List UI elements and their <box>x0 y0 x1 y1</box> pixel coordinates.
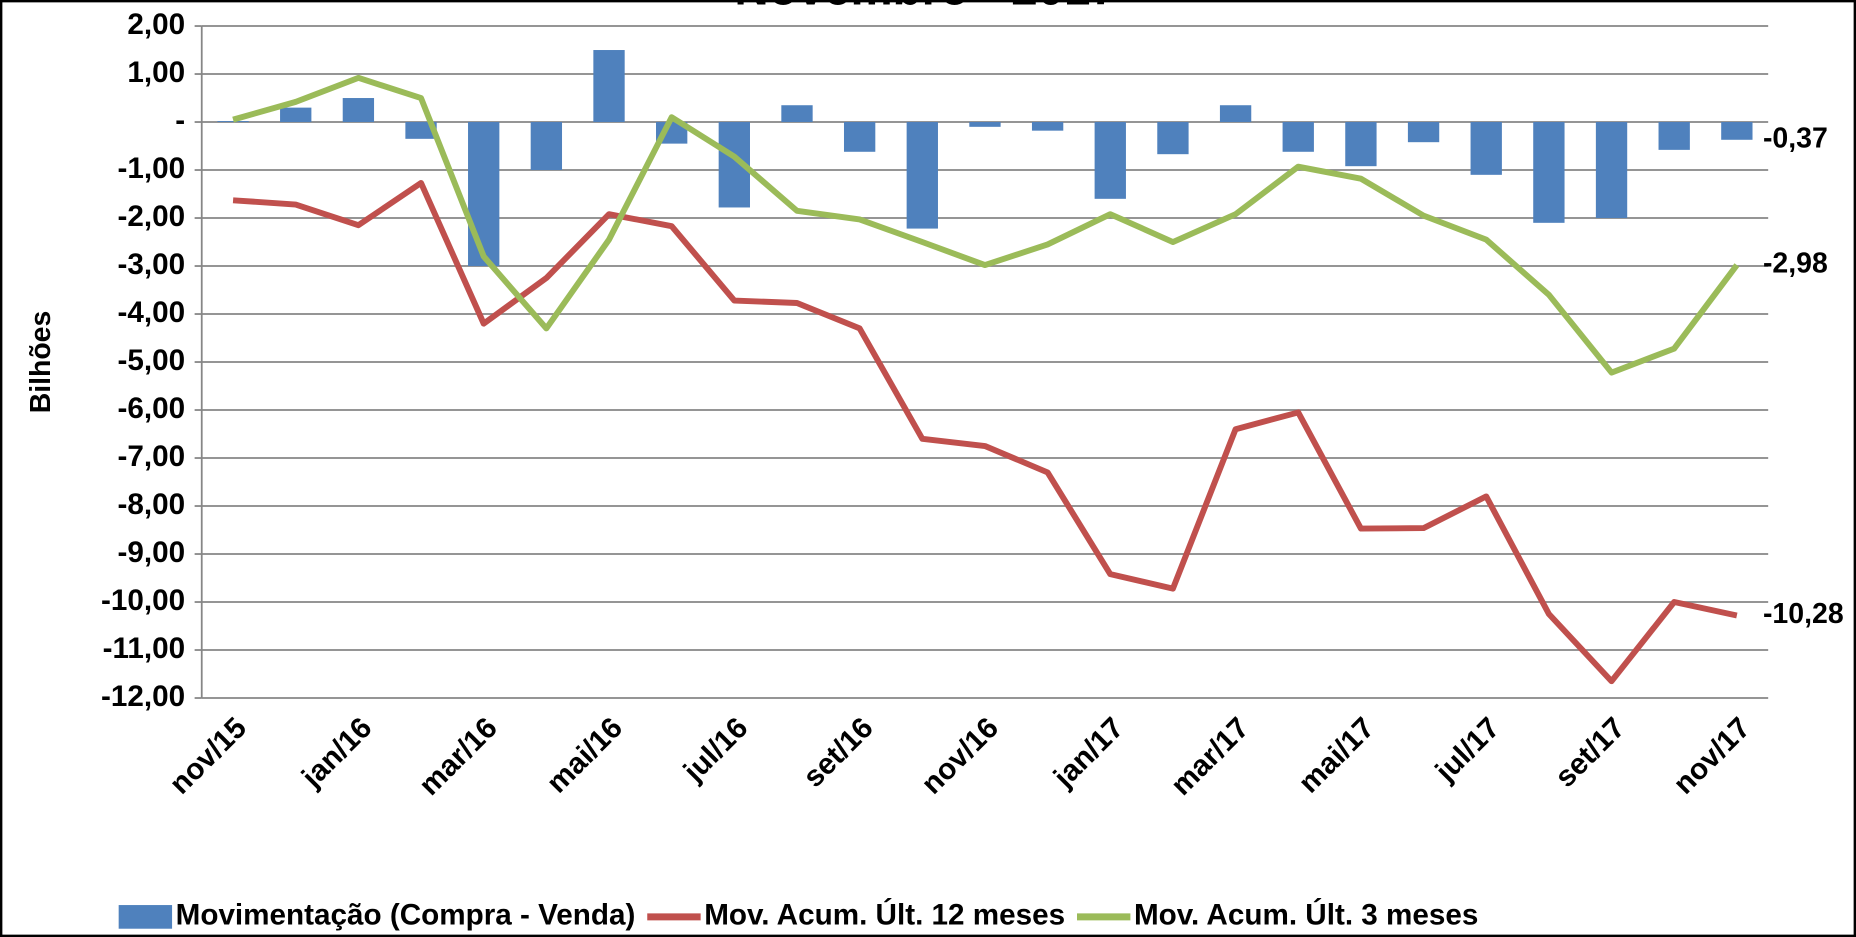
bar <box>1031 122 1064 131</box>
line <box>232 180 1738 685</box>
bar <box>1345 122 1377 167</box>
data-label: -2,98 <box>1763 248 1828 280</box>
bar <box>969 122 1001 127</box>
data-label: -0,37 <box>1763 122 1828 154</box>
legend-swatch <box>118 905 173 929</box>
bar <box>1595 122 1628 219</box>
bar <box>781 105 813 123</box>
y-tick-label: -6,00 <box>118 392 186 425</box>
bar <box>1282 122 1314 152</box>
y-tick-label: -5,00 <box>118 344 186 377</box>
bar <box>280 107 312 123</box>
y-tick-label: -7,00 <box>118 440 186 473</box>
bar <box>1533 122 1565 223</box>
y-tick-label: 2,00 <box>127 8 185 41</box>
bar <box>843 122 876 152</box>
y-tick-label: -8,00 <box>118 488 186 521</box>
y-tick-label: -3,00 <box>118 248 186 281</box>
chart-title: Novembro - 2017 <box>734 0 1116 16</box>
legend-label: Mov. Acum. Últ. 3 meses <box>1134 898 1478 932</box>
y-tick-label: -9,00 <box>118 536 186 569</box>
legend-label: Mov. Acum. Últ. 12 meses <box>704 898 1065 932</box>
y-tick-label: -4,00 <box>118 296 186 329</box>
bar <box>1219 105 1252 123</box>
bar <box>1094 122 1126 199</box>
bar <box>530 122 563 171</box>
y-tick-label: 1,00 <box>127 56 185 89</box>
bar <box>1658 122 1690 150</box>
bar <box>593 50 625 123</box>
bar <box>906 122 938 229</box>
bar <box>1157 122 1189 155</box>
y-tick-label: -1,00 <box>118 152 186 185</box>
y-tick-label: -11,00 <box>103 632 185 665</box>
bar <box>468 122 500 267</box>
bar <box>1470 122 1502 175</box>
y-tick-label: -10,00 <box>101 584 185 617</box>
y-axis-label: Bilhões <box>25 311 57 413</box>
line <box>232 74 1740 376</box>
bar <box>1721 122 1753 140</box>
bar <box>342 98 375 123</box>
y-tick-label: - <box>175 104 185 137</box>
legend-label: Movimentação (Compra - Venda) <box>176 899 636 932</box>
data-label: -10,28 <box>1763 598 1844 630</box>
y-tick-label: -2,00 <box>118 200 186 233</box>
bar <box>405 122 437 139</box>
bar <box>1407 122 1440 143</box>
bar <box>217 121 249 123</box>
y-tick-label: -12,00 <box>101 680 185 713</box>
